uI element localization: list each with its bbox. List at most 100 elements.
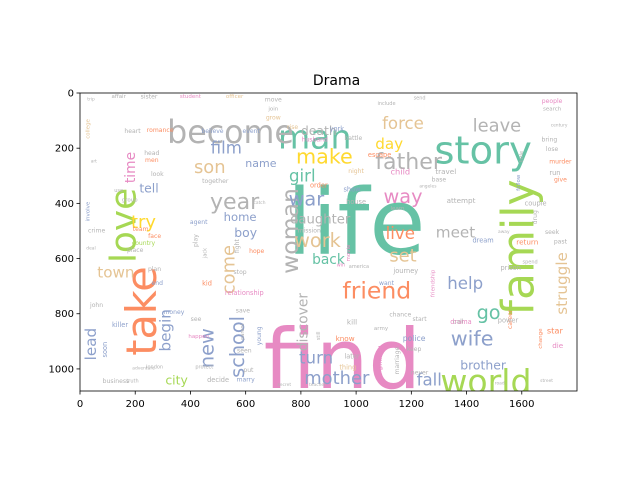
- word-back: back: [312, 252, 345, 268]
- word-marriage: marriage: [394, 347, 401, 375]
- word-truth: truth: [126, 378, 138, 384]
- word-call: call: [453, 319, 464, 326]
- word-stop: stop: [234, 269, 247, 276]
- word-home: home: [224, 210, 257, 224]
- word-die: die: [552, 341, 564, 350]
- word-away: away: [498, 230, 510, 235]
- word-work: work: [294, 229, 341, 252]
- chart-title: Drama: [313, 73, 360, 89]
- word-tell: tell: [139, 181, 158, 196]
- word-make: make: [296, 145, 353, 169]
- y-tick-label: 600: [55, 254, 74, 265]
- word-men: men: [145, 157, 159, 164]
- word-order: order: [310, 181, 328, 189]
- word-brother: brother: [460, 357, 507, 372]
- word-lose: lose: [546, 146, 559, 153]
- word-time: time: [123, 152, 139, 183]
- word-agent: agent: [190, 219, 208, 226]
- word-adventure: adventure: [132, 365, 155, 371]
- word-rise: rise: [287, 124, 298, 131]
- x-tick-label: 800: [291, 399, 310, 410]
- word-kill: kill: [347, 318, 357, 327]
- word-day: day: [375, 135, 403, 153]
- word-art: art: [91, 159, 97, 165]
- word-turn: turn: [299, 348, 333, 367]
- word-marry: marry: [237, 377, 256, 384]
- word-story: story: [434, 128, 532, 173]
- word-street: street: [540, 378, 553, 384]
- word-still: still: [316, 331, 322, 340]
- word-never: never: [411, 370, 429, 377]
- word-family: family: [494, 179, 545, 315]
- word-boy: boy: [234, 225, 257, 240]
- word-kid: kid: [202, 279, 212, 287]
- word-send: send: [414, 96, 426, 102]
- word-year: year: [210, 189, 260, 215]
- word-hope: hope: [249, 248, 264, 255]
- word-start: start: [412, 316, 427, 323]
- word-see: see: [191, 316, 202, 323]
- word-mission: mission: [298, 228, 321, 235]
- word-love: love: [104, 188, 145, 263]
- word-country: country: [132, 240, 156, 247]
- word-travel: travel: [435, 167, 456, 176]
- word-girl: girl: [289, 166, 316, 185]
- word-prison: prison: [501, 264, 521, 272]
- word-happen: happen: [188, 334, 209, 340]
- word-woman: woman: [276, 188, 304, 274]
- x-tick-label: 1000: [343, 399, 368, 410]
- word-school: school: [226, 316, 249, 378]
- word-bring: bring: [542, 136, 558, 143]
- word-put: put: [243, 367, 254, 374]
- word-end: end: [152, 280, 164, 287]
- word-angeles: angeles: [419, 183, 437, 189]
- word-help: help: [447, 274, 483, 293]
- y-tick-label: 1000: [49, 364, 74, 375]
- word-use: use: [114, 188, 123, 194]
- word-road: road: [495, 381, 505, 387]
- x-tick-label: 600: [236, 399, 255, 410]
- word-face: face: [148, 233, 161, 240]
- word-killer: killer: [112, 321, 128, 329]
- word-journey: journey: [392, 267, 418, 275]
- word-discover: discover: [296, 293, 312, 351]
- word-head: head: [144, 150, 159, 157]
- word-base: base: [432, 176, 447, 183]
- word-plan: plan: [148, 266, 161, 273]
- word-deal: deal: [86, 245, 95, 251]
- word-live: live: [386, 224, 415, 243]
- word-believe: believe: [201, 128, 223, 135]
- word-include: include: [377, 101, 395, 107]
- word-little: little: [519, 151, 525, 162]
- word-come: come: [219, 245, 240, 294]
- word-friendship: friendship: [430, 269, 436, 297]
- word-night: night: [348, 168, 364, 175]
- word-town: town: [97, 263, 134, 281]
- word-affair: affair: [112, 94, 127, 100]
- word-parent: parent: [240, 323, 246, 339]
- word-america: america: [349, 264, 369, 270]
- word-son: son: [194, 157, 226, 178]
- x-tick-label: 200: [126, 399, 145, 410]
- word-world: world: [440, 362, 531, 401]
- word-play: play: [193, 234, 200, 247]
- word-war: war: [289, 188, 325, 211]
- word-decide: decide: [207, 376, 229, 384]
- word-officer: officer: [226, 94, 244, 100]
- word-wife: wife: [451, 327, 494, 351]
- word-john: john: [89, 302, 103, 309]
- word-century: century: [551, 123, 568, 129]
- word-involve: involve: [85, 201, 91, 221]
- word-daughter: daughter: [290, 212, 351, 227]
- word-move: move: [265, 96, 282, 103]
- word-man: man: [278, 118, 351, 157]
- word-star: star: [547, 325, 564, 335]
- word-group: group: [122, 198, 138, 204]
- word-go: go: [477, 301, 501, 324]
- word-secret: secret: [278, 382, 292, 388]
- word-win: win: [337, 263, 346, 269]
- word-romance: romance: [147, 127, 174, 134]
- word-keep: keep: [407, 346, 422, 353]
- y-tick-label: 800: [55, 309, 74, 320]
